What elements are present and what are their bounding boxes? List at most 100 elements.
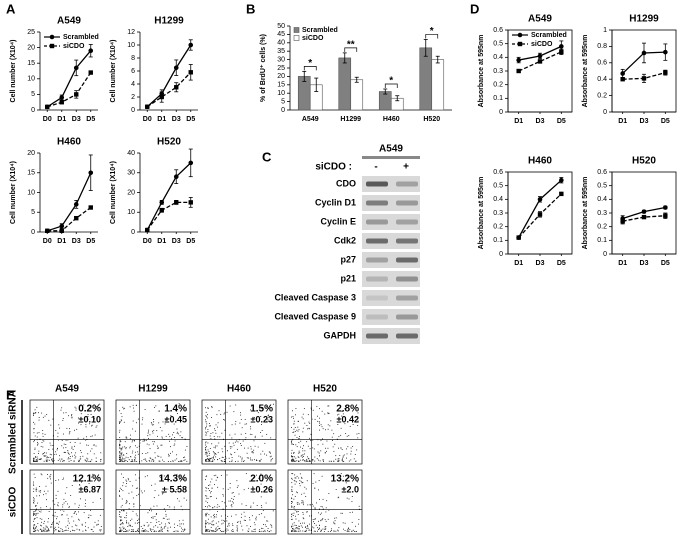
flow-dot [119, 516, 121, 517]
flow-dot [231, 503, 233, 505]
flow-dot [210, 496, 212, 497]
flow-dot [161, 530, 162, 532]
flow-dot [176, 458, 178, 460]
flow-dot [302, 481, 304, 483]
blot-band [396, 257, 418, 263]
flow-dot [298, 452, 300, 454]
flow-dot [34, 423, 36, 425]
flow-dot [39, 491, 41, 493]
flow-dot [252, 452, 254, 454]
flow-dot [238, 493, 240, 495]
flow-dot [355, 525, 357, 527]
flow-dot [134, 522, 136, 524]
point [173, 174, 179, 179]
flow-dot [320, 519, 322, 521]
flow-dot [119, 460, 121, 462]
flow-dot [58, 530, 60, 532]
flow-dot [69, 458, 71, 460]
flow-dot [143, 530, 145, 532]
flow-dot [261, 429, 263, 431]
flow-dot [33, 530, 35, 532]
flow-dot [150, 507, 152, 509]
flow-dot [91, 425, 92, 427]
flow-dot [214, 428, 216, 430]
flow-dot [152, 441, 154, 442]
flow-dot [71, 452, 73, 454]
flow-dot [40, 459, 42, 461]
flow-dot [266, 454, 268, 456]
flow-dot [312, 409, 314, 411]
y-tick-label: 40 [127, 150, 135, 157]
flow-dot [33, 500, 35, 502]
flow-dot [206, 530, 207, 532]
flow-dot [224, 429, 226, 431]
flow-dot [149, 457, 151, 459]
flow-dot [33, 525, 35, 527]
flow-dot [291, 490, 292, 492]
flow-dot [259, 530, 261, 532]
flow-dot [48, 419, 50, 421]
y-tick-label: 0 [31, 229, 35, 236]
flow-dot [88, 514, 90, 516]
flow-dot [231, 506, 233, 508]
flow-dot [161, 430, 163, 432]
flow-dot [298, 442, 300, 444]
flow-dot [267, 528, 269, 529]
flow-dot [95, 426, 97, 428]
y-axis-label: Cell number (X10⁴) [110, 161, 117, 224]
flow-dot [211, 457, 213, 459]
flow-dot [65, 439, 67, 441]
series-line [146, 162, 192, 231]
flow-dot [124, 528, 126, 530]
flow-dot [87, 414, 89, 416]
flow-dot [123, 528, 124, 530]
flow-dot [137, 418, 139, 420]
y-tick-label: 20 [27, 150, 35, 157]
flow-dot [214, 484, 216, 486]
flow-dot [99, 529, 101, 531]
flow-dot [48, 518, 49, 520]
flow-dot [59, 460, 61, 462]
flow-dot [298, 530, 300, 532]
flow-dot [127, 526, 129, 527]
flow-dot [41, 442, 43, 444]
flow-dot [75, 407, 77, 409]
series-line [47, 172, 92, 232]
panel-label: C [262, 149, 272, 164]
flow-dot [251, 434, 253, 435]
flow-dot [161, 491, 163, 493]
flow-dot [158, 422, 160, 424]
flow-dot [335, 530, 337, 532]
column-label: A549 [55, 384, 79, 395]
flow-dot [71, 485, 73, 486]
flow-dot [325, 429, 326, 431]
flow-dot [215, 497, 217, 499]
flow-dot [325, 511, 327, 513]
flow-dot [291, 441, 292, 443]
flow-dot [235, 420, 237, 422]
flow-dot [224, 456, 226, 458]
flow-dot [136, 530, 138, 531]
flow-dot [211, 407, 213, 409]
flow-dot [38, 419, 40, 421]
flow-dot [206, 458, 207, 460]
flow-dot [205, 421, 207, 423]
protein-label: GAPDH [323, 330, 356, 340]
flow-dot [303, 518, 305, 520]
flow-dot [208, 459, 210, 461]
flow-dot [35, 489, 37, 491]
flow-dot [208, 490, 210, 491]
flow-dot [205, 449, 207, 451]
flow-dot [246, 457, 248, 459]
x-tick-label: D3 [536, 260, 545, 267]
flow-dot [319, 422, 321, 424]
flow-dot [300, 440, 302, 442]
flow-dot [74, 452, 76, 454]
flow-dot [127, 457, 129, 459]
flow-dot [38, 450, 40, 452]
flow-dot [291, 460, 293, 462]
flow-dot [213, 530, 215, 532]
flow-dot [310, 407, 312, 409]
flow-dot [311, 459, 313, 461]
flow-dot [44, 415, 46, 417]
